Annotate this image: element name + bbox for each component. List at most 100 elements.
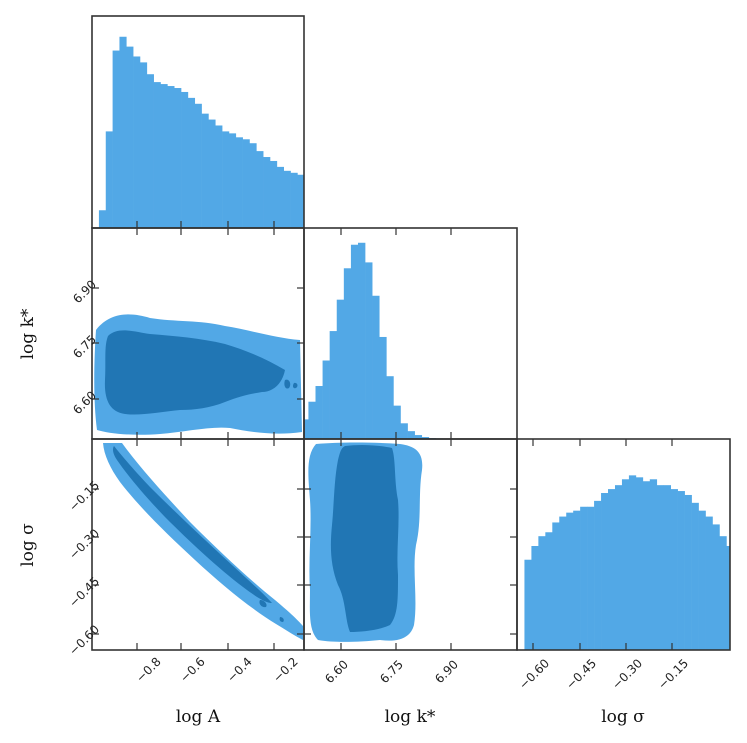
histogram-bar	[222, 131, 230, 228]
x-tick-label: −0.15	[655, 656, 691, 692]
histogram-bar	[656, 485, 665, 650]
contour-island	[292, 382, 298, 389]
x-tick-label: −0.2	[270, 655, 301, 686]
histogram-bar	[308, 401, 316, 439]
contour-island	[284, 379, 291, 389]
histogram-bar	[139, 62, 148, 228]
histogram-bar	[336, 299, 345, 439]
histogram-bar	[407, 431, 415, 439]
histogram-bar	[194, 103, 202, 228]
histogram-bar	[400, 423, 408, 439]
histogram-bar	[628, 475, 637, 650]
histogram-bar	[698, 510, 706, 650]
x-tick-label: −0.6	[177, 655, 208, 686]
histogram-bar	[677, 491, 685, 650]
histogram-bar	[566, 512, 574, 650]
histogram-bar	[614, 485, 623, 650]
histogram-bar	[304, 419, 309, 439]
y-axis-title-log-k: log k*	[18, 308, 38, 359]
tick-marks	[92, 221, 673, 650]
histogram-log-sigma	[524, 475, 730, 650]
x-axis-title-log-k: log k*	[385, 707, 436, 727]
histogram-bar	[256, 151, 264, 228]
histogram-bar	[187, 97, 196, 228]
contour-island	[279, 617, 284, 622]
histogram-bar	[315, 386, 323, 439]
x-tick-label: 6.60	[322, 657, 351, 686]
histogram-bar	[133, 56, 141, 228]
histogram-bar	[372, 295, 380, 439]
histogram-bar	[580, 506, 588, 650]
histogram-bar	[635, 477, 644, 650]
histogram-bar	[174, 88, 182, 228]
histogram-bar	[112, 50, 120, 228]
contour-logA-logk	[94, 314, 302, 435]
histogram-bar	[421, 437, 430, 439]
x-tick-label: 6.90	[432, 657, 461, 686]
histogram-bar	[552, 522, 560, 650]
histogram-bar	[379, 336, 387, 439]
histogram-bar	[263, 157, 271, 228]
histogram-bar	[235, 137, 243, 228]
histogram-bar	[201, 113, 209, 228]
x-tick-label: 6.75	[377, 657, 406, 686]
histogram-bar	[573, 510, 581, 650]
histogram-bar	[601, 493, 609, 650]
histogram-bar	[297, 174, 304, 228]
contour-island	[259, 600, 267, 608]
histogram-bar	[691, 502, 699, 650]
histogram-bar	[538, 536, 546, 650]
x-tick-label: −0.30	[609, 656, 645, 692]
histogram-bar	[559, 516, 567, 650]
x-tick-label: −0.60	[516, 656, 552, 692]
histogram-bar	[357, 242, 366, 439]
x-tick-label: −0.8	[133, 655, 164, 686]
histogram-bar	[649, 479, 658, 650]
histogram-bar	[208, 119, 216, 228]
histogram-bar	[712, 524, 720, 650]
histogram-bar	[365, 262, 373, 439]
histogram-bar	[146, 74, 154, 228]
x-tick-label: −0.45	[563, 656, 599, 692]
histogram-bar	[393, 405, 401, 439]
y-tick-label: 6.90	[70, 277, 99, 306]
histogram-bar	[719, 536, 727, 650]
histogram-bar	[726, 545, 730, 650]
histogram-bar	[242, 139, 250, 228]
histogram-bar	[545, 532, 553, 650]
histogram-log-a	[98, 36, 304, 228]
histogram-bar	[594, 500, 602, 650]
contour-inner-region	[113, 446, 272, 603]
histogram-bar	[249, 143, 257, 228]
histogram-bar	[98, 210, 107, 228]
histogram-bar	[105, 131, 113, 228]
histogram-bar	[270, 160, 278, 228]
histogram-bar	[160, 84, 168, 228]
histogram-bar	[276, 166, 284, 228]
histogram-bar	[705, 516, 713, 650]
histogram-log-k	[304, 242, 444, 439]
histogram-bar	[670, 489, 678, 650]
contour-inner-region	[330, 444, 399, 632]
histogram-bar	[663, 485, 671, 650]
y-tick-label: −0.15	[66, 478, 102, 514]
y-axis-title-log-sigma: log σ	[18, 523, 38, 567]
histogram-bar	[290, 172, 298, 228]
histogram-bar	[642, 481, 651, 650]
histogram-bar	[414, 435, 423, 439]
histogram-bar	[119, 36, 127, 228]
x-axis-title-log-sigma: log σ	[601, 707, 645, 727]
histogram-bar	[350, 244, 359, 439]
histogram-bar	[329, 331, 338, 439]
histogram-bar	[343, 268, 352, 439]
histogram-bar	[684, 494, 692, 650]
histogram-bar	[167, 86, 175, 228]
y-tick-label: −0.60	[66, 622, 102, 658]
x-axis-title-log-a: log A	[176, 707, 221, 727]
y-tick-label: −0.45	[66, 574, 102, 610]
histogram-bar	[126, 46, 134, 228]
histogram-bar	[531, 545, 539, 650]
histogram-bar	[386, 376, 394, 439]
histogram-bar	[608, 489, 616, 650]
